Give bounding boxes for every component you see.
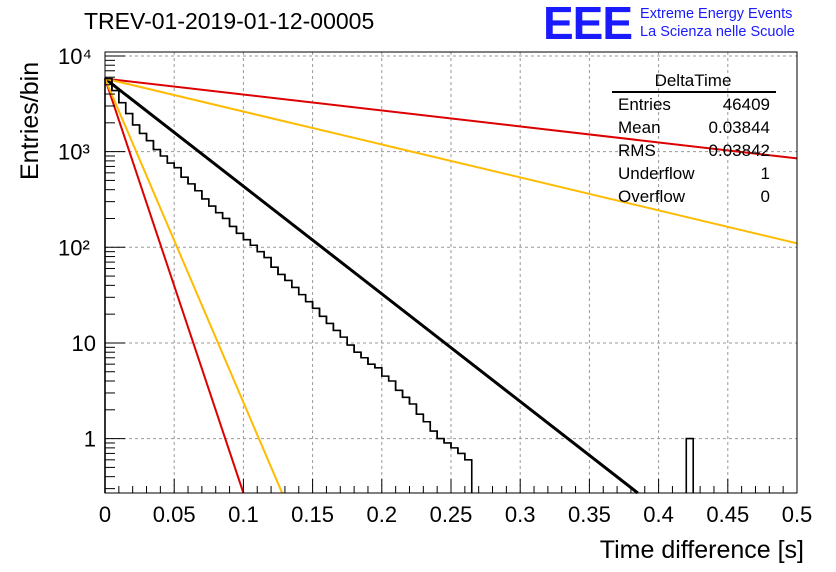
stats-row-label: Underflow — [618, 164, 695, 183]
fit-lines — [104, 77, 798, 495]
histogram-bin — [401, 390, 411, 404]
fit-line-2 — [104, 77, 798, 160]
histogram-bin — [367, 357, 376, 368]
histogram-bin — [166, 155, 175, 168]
eee-logo: EEE Extreme Energy Events La Scienza nel… — [543, 0, 795, 49]
histogram-bin — [429, 421, 438, 439]
x-tick-label: 0 — [99, 502, 111, 527]
stats-row-value: 1 — [761, 164, 770, 183]
x-tick-label: 0.35 — [568, 502, 611, 527]
histogram-bin — [415, 404, 425, 422]
y-tick-label: 1 — [84, 427, 96, 452]
histogram-bin — [214, 206, 224, 219]
histogram-bin — [374, 364, 383, 377]
x-tick-label: 0.25 — [430, 502, 473, 527]
histogram-bin — [291, 280, 300, 295]
stats-rows: Entries 46409 Mean 0.03844 RMS 0.03842 Underfl… — [618, 95, 770, 206]
x-tick-label: 0.3 — [505, 502, 536, 527]
y-tick-label: 10⁴ — [58, 44, 92, 69]
stats-row-label: Entries — [618, 95, 671, 114]
histogram-bin — [332, 323, 342, 338]
histogram-bin — [408, 397, 418, 415]
histogram-bin — [387, 376, 397, 391]
histogram-bin — [138, 124, 148, 141]
histogram-bin — [249, 239, 259, 252]
histogram-bin — [443, 438, 452, 448]
histogram-bin — [325, 316, 335, 331]
y-tick-label: 10 — [72, 331, 96, 356]
y-axis-label: Entries/bin — [16, 62, 44, 180]
histogram-bin — [124, 102, 134, 125]
x-tick-label: 0.5 — [782, 502, 813, 527]
histogram-bin — [221, 212, 231, 227]
histogram-bin — [180, 167, 189, 184]
stats-box: DeltaTime Entries 46409 Mean 0.03844 RMS 0.03… — [612, 71, 776, 206]
y-tick-labels: 1 10 10² 10³ 10⁴ — [58, 44, 96, 452]
histogram-bin — [318, 308, 328, 324]
histogram-bin — [394, 381, 404, 398]
histogram-bin — [277, 267, 286, 281]
axis-ticks — [104, 55, 798, 493]
histogram-bin — [311, 301, 321, 317]
histogram-bin — [436, 431, 445, 443]
x-tick-labels: 0 0.05 0.1 0.15 0.2 0.25 0.3 0.35 0.4 0.45 0.5 — [99, 502, 812, 527]
stats-row-value: 46409 — [723, 95, 770, 114]
x-tick-label: 0.1 — [228, 502, 259, 527]
y-tick-label: 10³ — [58, 140, 90, 165]
x-tick-label: 0.2 — [367, 502, 398, 527]
histogram-bin — [152, 140, 162, 156]
x-tick-label: 0.05 — [153, 502, 196, 527]
stats-row-value: 0.03844 — [709, 118, 770, 137]
histogram-bin — [201, 190, 210, 207]
stats-row-label: Overflow — [618, 187, 686, 206]
stats-row-label: Mean — [618, 118, 661, 137]
histogram-bin — [145, 133, 155, 150]
histogram-bin — [360, 352, 369, 365]
histogram-bin — [131, 113, 141, 134]
logo-line1: Extreme Energy Events — [640, 6, 793, 22]
histogram-bin — [228, 218, 238, 234]
histogram-bin — [381, 367, 390, 382]
histogram-bin — [422, 414, 432, 432]
histogram-bin — [304, 294, 314, 309]
histogram-bin — [353, 345, 362, 358]
histogram-bin — [194, 183, 203, 199]
fit-line-4 — [104, 78, 245, 494]
logo-text: Extreme Energy Events La Scienza nelle S… — [640, 5, 795, 41]
x-tick-label: 0.45 — [706, 502, 749, 527]
logo-line2: La Scienza nelle Scuole — [640, 24, 795, 40]
histogram-bin — [263, 251, 272, 268]
histogram-bin — [173, 163, 182, 178]
x-tick-label: 0.4 — [643, 502, 674, 527]
histogram-bin — [346, 337, 355, 353]
stats-row-value: 0.03842 — [709, 141, 770, 160]
logo-letters: EEE — [543, 0, 633, 49]
histogram-bin — [685, 437, 694, 493]
histogram-bin — [187, 177, 196, 191]
histogram-bin — [284, 274, 293, 288]
x-axis-label: Time difference [s] — [600, 536, 804, 564]
histogram-bin — [270, 257, 279, 275]
stats-row-label: RMS — [618, 141, 656, 160]
histogram-bin — [235, 226, 245, 240]
histogram-bin — [464, 453, 473, 493]
y-tick-label: 10² — [58, 235, 90, 260]
run-title: TREV-01-2019-01-12-00005 — [84, 8, 375, 34]
fit-line-5 — [104, 78, 284, 494]
histogram-bin — [297, 287, 307, 302]
histogram-bin — [242, 233, 252, 246]
x-tick-label: 0.15 — [291, 502, 334, 527]
histogram-bin — [208, 198, 217, 213]
histogram-bin — [457, 447, 466, 460]
stats-box-title: DeltaTime — [655, 71, 732, 90]
stats-row-value: 0 — [761, 187, 770, 206]
fit-line-3 — [104, 77, 798, 245]
fit-line-1 — [104, 77, 639, 495]
histogram-bin — [450, 442, 459, 454]
